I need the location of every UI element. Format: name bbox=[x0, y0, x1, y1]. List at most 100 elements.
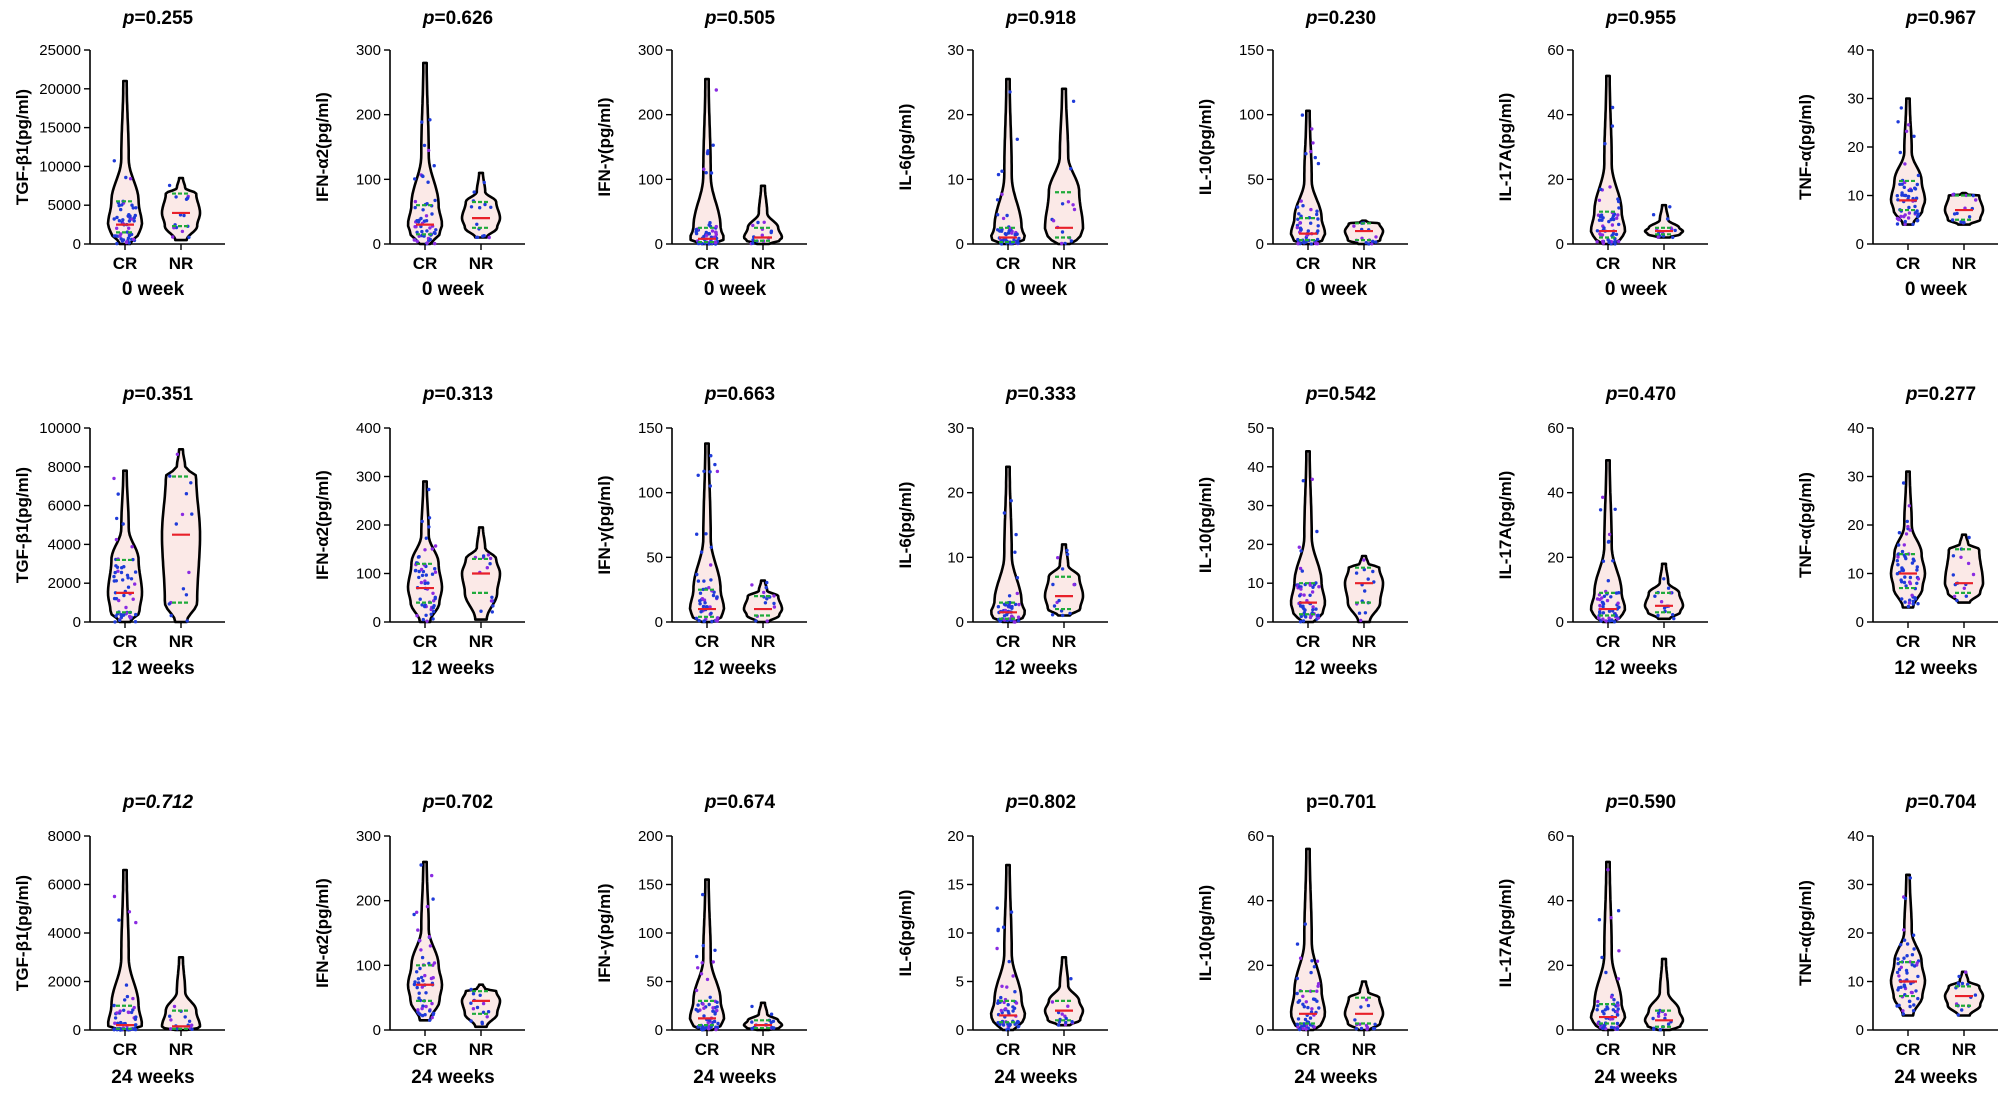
data-point bbox=[112, 159, 117, 163]
data-point bbox=[112, 476, 116, 481]
category-label: CR bbox=[1596, 632, 1621, 651]
data-point bbox=[1064, 1020, 1068, 1025]
data-point bbox=[1313, 155, 1318, 160]
y-tick-label: 10 bbox=[947, 549, 964, 566]
data-point bbox=[706, 1027, 711, 1031]
data-point bbox=[1913, 186, 1917, 190]
data-point bbox=[1301, 619, 1306, 623]
p-value: p=0.701 bbox=[1306, 792, 1377, 813]
data-point bbox=[132, 1005, 136, 1010]
data-point bbox=[1000, 984, 1004, 988]
data-point bbox=[1609, 1025, 1614, 1030]
data-point bbox=[706, 149, 710, 153]
data-point bbox=[1308, 583, 1313, 587]
data-point bbox=[1908, 1004, 1912, 1009]
data-point bbox=[472, 190, 476, 194]
data-point bbox=[1956, 981, 1961, 985]
data-point bbox=[700, 597, 705, 601]
data-point bbox=[131, 996, 135, 1001]
data-point bbox=[419, 948, 423, 952]
data-point bbox=[1069, 167, 1073, 171]
data-point bbox=[485, 566, 489, 570]
p-symbol: p bbox=[1605, 384, 1618, 405]
data-point bbox=[763, 601, 768, 605]
data-point bbox=[134, 920, 138, 925]
data-point bbox=[486, 553, 491, 557]
data-point bbox=[1003, 603, 1008, 607]
data-point bbox=[1295, 1022, 1299, 1026]
data-point bbox=[1061, 613, 1065, 618]
data-point bbox=[1316, 217, 1320, 221]
category-label: CR bbox=[695, 254, 720, 273]
x-axis-label: 0 week bbox=[1305, 279, 1368, 300]
data-point bbox=[121, 578, 125, 582]
data-point bbox=[1301, 1027, 1305, 1031]
data-point bbox=[489, 599, 494, 603]
data-point bbox=[416, 928, 420, 932]
category-label: NR bbox=[469, 632, 494, 651]
data-point bbox=[1316, 224, 1320, 228]
data-point bbox=[1065, 552, 1070, 556]
data-point bbox=[1900, 597, 1904, 601]
data-point bbox=[117, 918, 121, 922]
y-tick-label: 10 bbox=[947, 171, 964, 188]
x-axis-label: 24 weeks bbox=[111, 1067, 194, 1088]
data-point bbox=[714, 224, 718, 229]
data-point bbox=[1665, 217, 1670, 221]
data-point bbox=[711, 143, 715, 147]
data-point bbox=[701, 1002, 705, 1006]
data-point bbox=[1359, 618, 1363, 623]
data-point bbox=[1016, 1019, 1020, 1024]
data-point bbox=[995, 213, 1000, 217]
x-axis-label: 0 week bbox=[1005, 279, 1068, 300]
data-point bbox=[1315, 529, 1319, 534]
data-point bbox=[1916, 602, 1920, 606]
data-point bbox=[1366, 1003, 1371, 1008]
panel-2-1: p=0.702 0 100 200 300 IFN-α2(pg/ml) CR NR 24 wee… bbox=[313, 792, 525, 1088]
y-tick-label: 0 bbox=[373, 1022, 381, 1039]
data-point bbox=[430, 212, 434, 216]
data-point bbox=[1957, 974, 1961, 979]
violin-nr bbox=[1043, 87, 1085, 246]
data-point bbox=[708, 995, 712, 999]
data-point bbox=[1607, 616, 1611, 620]
data-point bbox=[133, 1017, 138, 1021]
data-point bbox=[1908, 581, 1913, 586]
data-point bbox=[1296, 1017, 1301, 1021]
data-point bbox=[412, 912, 416, 917]
data-point bbox=[115, 215, 119, 220]
data-point bbox=[1007, 594, 1012, 598]
p-value: =0.470 bbox=[1617, 384, 1676, 405]
data-point bbox=[126, 236, 131, 240]
data-point bbox=[1013, 620, 1017, 624]
p-value: =0.333 bbox=[1017, 384, 1076, 405]
data-point bbox=[1002, 511, 1007, 515]
data-point bbox=[431, 1012, 435, 1017]
data-point bbox=[1973, 993, 1978, 997]
data-point bbox=[769, 1012, 774, 1016]
p-value: =0.918 bbox=[1017, 8, 1076, 29]
y-tick-label: 200 bbox=[356, 893, 381, 910]
data-point bbox=[1601, 617, 1605, 621]
panel-0-6: p=0.967 0 10 20 30 40 TNF-α(pg/ml) CR NR 0 week bbox=[1796, 8, 1998, 300]
data-point bbox=[1013, 990, 1017, 994]
data-point bbox=[182, 213, 186, 218]
data-point bbox=[420, 1013, 425, 1018]
data-point bbox=[116, 492, 120, 496]
data-point bbox=[420, 174, 425, 178]
data-point bbox=[1903, 896, 1908, 901]
data-point bbox=[1966, 561, 1971, 566]
data-point bbox=[1014, 532, 1018, 537]
data-point bbox=[996, 1001, 1000, 1005]
y-tick-label: 20 bbox=[1847, 925, 1864, 942]
data-point bbox=[423, 604, 427, 609]
data-point bbox=[1899, 214, 1903, 219]
category-label: CR bbox=[1896, 1040, 1921, 1059]
data-point bbox=[705, 977, 710, 982]
data-point bbox=[481, 1001, 486, 1006]
panel-1-0: p=0.351 0 2000 4000 6000 8000 10000 TGF-β1(pg/m… bbox=[13, 384, 225, 679]
data-point bbox=[696, 473, 700, 477]
data-point bbox=[1896, 563, 1900, 567]
data-point bbox=[709, 545, 713, 549]
data-point bbox=[1897, 974, 1901, 978]
